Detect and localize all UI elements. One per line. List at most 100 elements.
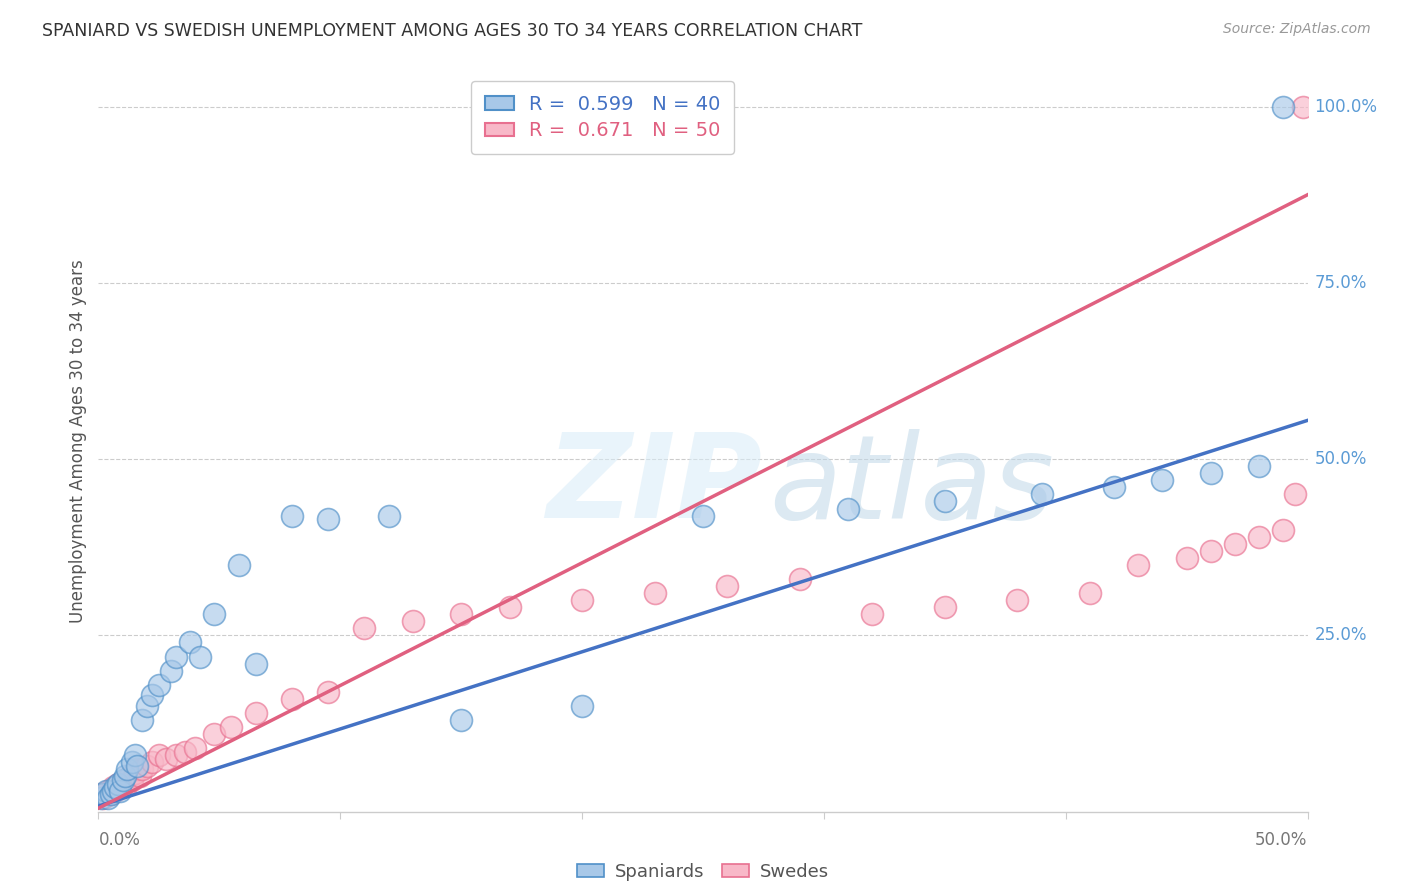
- Point: [94, 787, 117, 801]
- Legend: Spaniards, Swedes: Spaniards, Swedes: [569, 855, 837, 888]
- Point: [108, 780, 131, 794]
- Point: [644, 586, 666, 600]
- Point: [860, 607, 883, 622]
- Text: 25.0%: 25.0%: [1315, 626, 1367, 644]
- Point: [107, 776, 129, 790]
- Point: [135, 759, 157, 773]
- Point: [1284, 487, 1306, 501]
- Point: [100, 787, 122, 801]
- Point: [121, 772, 143, 787]
- Point: [353, 621, 375, 635]
- Y-axis label: Unemployment Among Ages 30 to 34 years: Unemployment Among Ages 30 to 34 years: [69, 260, 87, 624]
- Text: 50.0%: 50.0%: [1256, 831, 1308, 849]
- Point: [118, 769, 141, 783]
- Point: [1007, 593, 1029, 607]
- Point: [692, 508, 714, 523]
- Point: [141, 689, 163, 703]
- Point: [571, 698, 593, 713]
- Point: [316, 685, 339, 699]
- Point: [114, 772, 136, 787]
- Point: [117, 763, 139, 777]
- Point: [127, 759, 149, 773]
- Text: 75.0%: 75.0%: [1315, 274, 1367, 292]
- Point: [131, 713, 153, 727]
- Point: [316, 512, 339, 526]
- Point: [184, 741, 207, 756]
- Point: [204, 607, 226, 622]
- Point: [1031, 487, 1053, 501]
- Point: [934, 494, 956, 508]
- Point: [91, 787, 114, 801]
- Text: SPANIARD VS SWEDISH UNEMPLOYMENT AMONG AGES 30 TO 34 YEARS CORRELATION CHART: SPANIARD VS SWEDISH UNEMPLOYMENT AMONG A…: [42, 22, 862, 40]
- Point: [104, 783, 127, 797]
- Point: [281, 508, 304, 523]
- Point: [1152, 473, 1174, 487]
- Text: 100.0%: 100.0%: [1315, 97, 1378, 116]
- Point: [127, 763, 149, 777]
- Point: [179, 635, 201, 649]
- Point: [1272, 523, 1295, 537]
- Point: [108, 783, 131, 797]
- Point: [121, 756, 143, 770]
- Point: [716, 579, 738, 593]
- Point: [450, 607, 472, 622]
- Point: [245, 706, 267, 720]
- Point: [148, 678, 170, 692]
- Point: [111, 776, 134, 790]
- Point: [155, 752, 177, 766]
- Point: [1128, 558, 1150, 572]
- Point: [1249, 459, 1271, 474]
- Point: [498, 600, 520, 615]
- Point: [90, 790, 112, 805]
- Point: [571, 593, 593, 607]
- Point: [1199, 544, 1222, 558]
- Text: atlas: atlas: [769, 429, 1054, 543]
- Text: 0.0%: 0.0%: [98, 831, 141, 849]
- Point: [107, 776, 129, 790]
- Point: [165, 649, 187, 664]
- Point: [1249, 530, 1271, 544]
- Point: [934, 600, 956, 615]
- Point: [90, 787, 112, 801]
- Point: [174, 745, 197, 759]
- Point: [97, 790, 120, 805]
- Point: [1175, 550, 1198, 565]
- Point: [97, 783, 120, 797]
- Point: [101, 780, 124, 794]
- Point: [204, 727, 226, 741]
- Point: [281, 692, 304, 706]
- Point: [114, 769, 136, 783]
- Text: ZIP: ZIP: [546, 428, 762, 543]
- Text: 50.0%: 50.0%: [1315, 450, 1367, 468]
- Point: [377, 508, 399, 523]
- Point: [94, 783, 117, 797]
- Point: [837, 501, 859, 516]
- Point: [160, 664, 183, 678]
- Point: [128, 769, 150, 783]
- Point: [148, 748, 170, 763]
- Point: [1102, 480, 1125, 494]
- Point: [450, 713, 472, 727]
- Point: [135, 698, 157, 713]
- Point: [245, 657, 267, 671]
- Point: [111, 772, 134, 787]
- Point: [124, 748, 146, 763]
- Point: [221, 720, 243, 734]
- Point: [1078, 586, 1101, 600]
- Point: [131, 763, 153, 777]
- Point: [402, 615, 425, 629]
- Point: [124, 766, 146, 780]
- Point: [1292, 100, 1315, 114]
- Point: [100, 787, 122, 801]
- Point: [1272, 100, 1295, 114]
- Point: [91, 790, 114, 805]
- Point: [789, 572, 811, 586]
- Point: [141, 756, 163, 770]
- Text: Source: ZipAtlas.com: Source: ZipAtlas.com: [1223, 22, 1371, 37]
- Point: [1223, 537, 1246, 551]
- Point: [101, 783, 124, 797]
- Point: [188, 649, 211, 664]
- Point: [165, 748, 187, 763]
- Point: [104, 780, 127, 794]
- Point: [117, 776, 139, 790]
